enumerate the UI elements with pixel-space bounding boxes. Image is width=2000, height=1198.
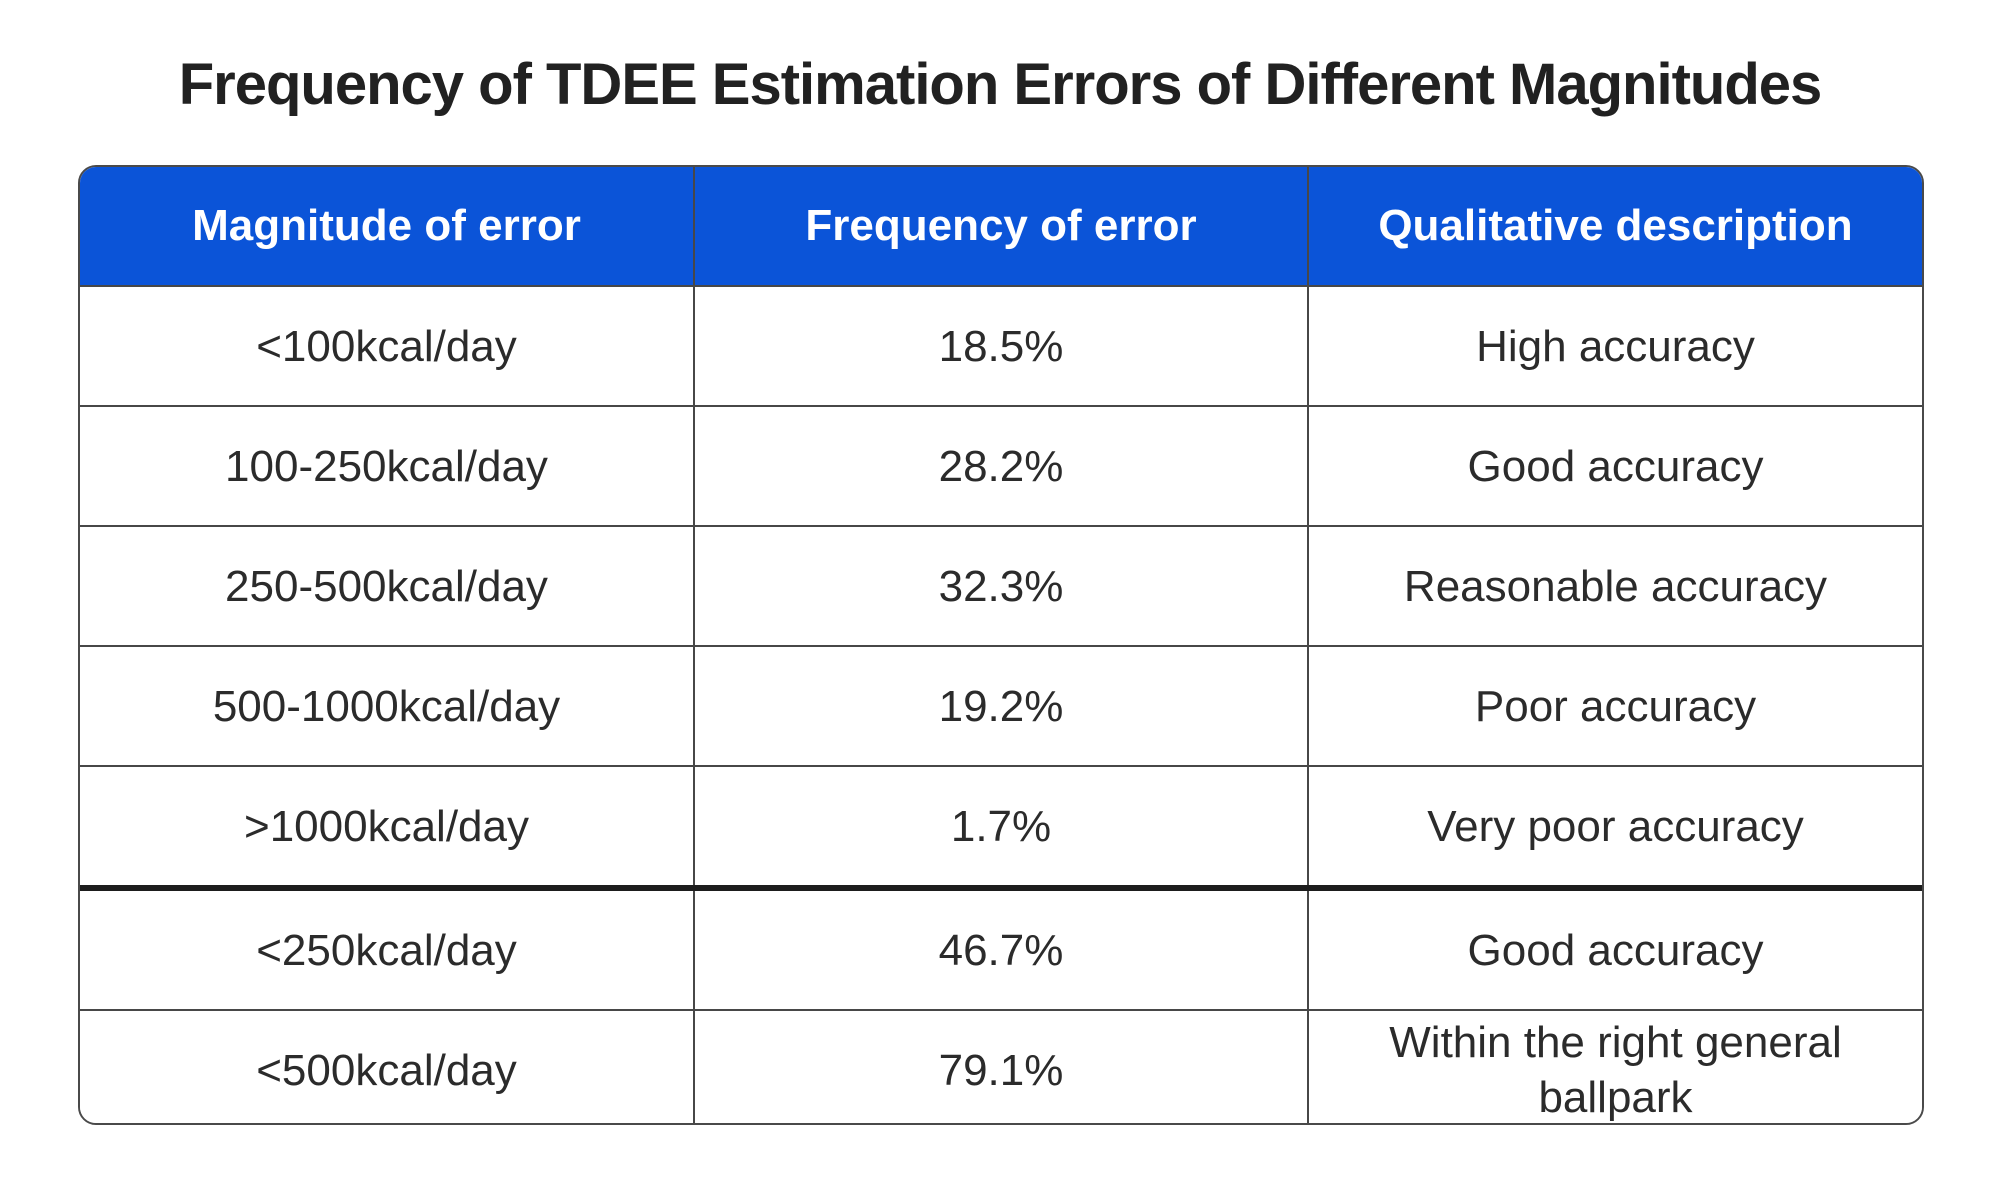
tdee-error-table-grid: Magnitude of error Frequency of error Qu… [80,167,1922,1123]
table-row-cumulative: <500kcal/day 79.1% Within the right gene… [80,1009,1922,1123]
cell-description: High accuracy [1307,285,1922,406]
cell-frequency: 28.2% [693,405,1308,526]
header-cell-description: Qualitative description [1307,167,1922,286]
table-row: <100kcal/day 18.5% High accuracy [80,285,1922,406]
cell-magnitude: >1000kcal/day [80,765,694,888]
cell-description: Within the right general ballpark [1307,1009,1922,1123]
table-row: 500-1000kcal/day 19.2% Poor accuracy [80,645,1922,766]
cell-frequency: 19.2% [693,645,1308,766]
cell-description: Reasonable accuracy [1307,525,1922,646]
cell-frequency: 1.7% [693,765,1308,888]
cell-magnitude: 250-500kcal/day [80,525,694,646]
header-row: Magnitude of error Frequency of error Qu… [80,167,1922,286]
header-cell-magnitude: Magnitude of error [80,167,694,286]
header-cell-frequency: Frequency of error [693,167,1308,286]
table-row: 100-250kcal/day 28.2% Good accuracy [80,405,1922,526]
table-header: Magnitude of error Frequency of error Qu… [80,167,1922,286]
cell-magnitude: <500kcal/day [80,1009,694,1123]
cell-magnitude: 500-1000kcal/day [80,645,694,766]
table-body: <100kcal/day 18.5% High accuracy 100-250… [80,285,1922,1123]
cell-magnitude: <250kcal/day [80,885,694,1010]
cell-magnitude: 100-250kcal/day [80,405,694,526]
page-title: Frequency of TDEE Estimation Errors of D… [178,52,1823,117]
tdee-error-table: Magnitude of error Frequency of error Qu… [78,165,1924,1125]
table-row: 250-500kcal/day 32.3% Reasonable accurac… [80,525,1922,646]
cell-description: Very poor accuracy [1307,765,1922,888]
cell-frequency: 46.7% [693,885,1308,1010]
table-row: >1000kcal/day 1.7% Very poor accuracy [80,765,1922,888]
cell-frequency: 32.3% [693,525,1308,646]
cell-description: Poor accuracy [1307,645,1922,766]
cell-magnitude: <100kcal/day [80,285,694,406]
cell-description: Good accuracy [1307,885,1922,1010]
cell-description: Good accuracy [1307,405,1922,526]
table-row-cumulative: <250kcal/day 46.7% Good accuracy [80,885,1922,1010]
cell-frequency: 79.1% [693,1009,1308,1123]
cell-frequency: 18.5% [693,285,1308,406]
